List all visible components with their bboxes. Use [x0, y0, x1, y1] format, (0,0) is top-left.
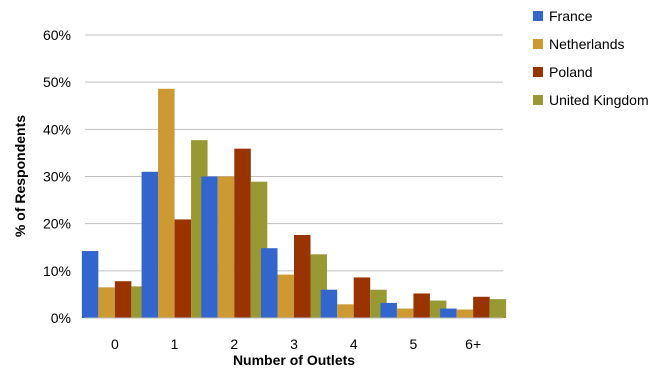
bar-poland: [473, 296, 490, 318]
x-tick-label: 0: [111, 336, 119, 352]
bar-poland: [174, 219, 192, 318]
x-tick-label: 5: [410, 336, 418, 352]
legend-swatch: [533, 11, 543, 21]
legend-label: France: [549, 8, 593, 24]
x-tick-label: 1: [171, 336, 179, 352]
y-tick-label: 20%: [43, 216, 71, 232]
bar-poland: [294, 234, 311, 318]
legend-label: Netherlands: [549, 36, 625, 52]
bar-netherlands: [98, 287, 115, 318]
legend-label: Poland: [549, 64, 593, 80]
y-tick-label: 30%: [43, 169, 71, 185]
axes: 0% 10% 20% 30% 40% 50% 60% 0 1 2 3 4 5 6+: [43, 27, 503, 352]
y-axis-label: % of Respondents: [12, 115, 28, 237]
x-tick-label: 3: [290, 336, 298, 352]
bar-netherlands: [337, 304, 354, 318]
bar-france: [320, 289, 338, 318]
y-tick-label: 60%: [43, 27, 71, 43]
bar-united-kingdom: [489, 299, 507, 318]
y-tick-label: 50%: [43, 74, 71, 90]
bar-poland: [413, 293, 430, 318]
legend-swatch: [533, 67, 543, 77]
bar-poland: [353, 277, 371, 318]
bar-poland: [234, 148, 251, 318]
x-tick-label: 4: [350, 336, 358, 352]
x-tick-label: 6+: [465, 336, 481, 352]
bar-netherlands: [217, 176, 235, 318]
bar-france: [81, 251, 99, 318]
bar-france: [380, 302, 397, 318]
bar-netherlands: [396, 308, 414, 318]
bar-france: [201, 176, 218, 318]
x-tick-label: 2: [230, 336, 238, 352]
bar-netherlands: [456, 309, 474, 318]
y-tick-label: 10%: [43, 263, 71, 279]
bars: [81, 88, 507, 319]
legend-swatch: [533, 95, 543, 105]
x-axis-label: Number of Outlets: [233, 352, 355, 368]
legend: France Netherlands Poland United Kingdom: [533, 8, 649, 108]
bar-netherlands: [277, 274, 294, 318]
bar-france: [141, 171, 159, 318]
bar-france: [440, 308, 457, 318]
y-tick-label: 0%: [51, 310, 71, 326]
legend-label: United Kingdom: [549, 92, 649, 108]
bar-netherlands: [158, 88, 175, 319]
y-tick-label: 40%: [43, 121, 71, 137]
legend-swatch: [533, 39, 543, 49]
bar-france: [261, 248, 278, 318]
bar-poland: [114, 281, 132, 318]
